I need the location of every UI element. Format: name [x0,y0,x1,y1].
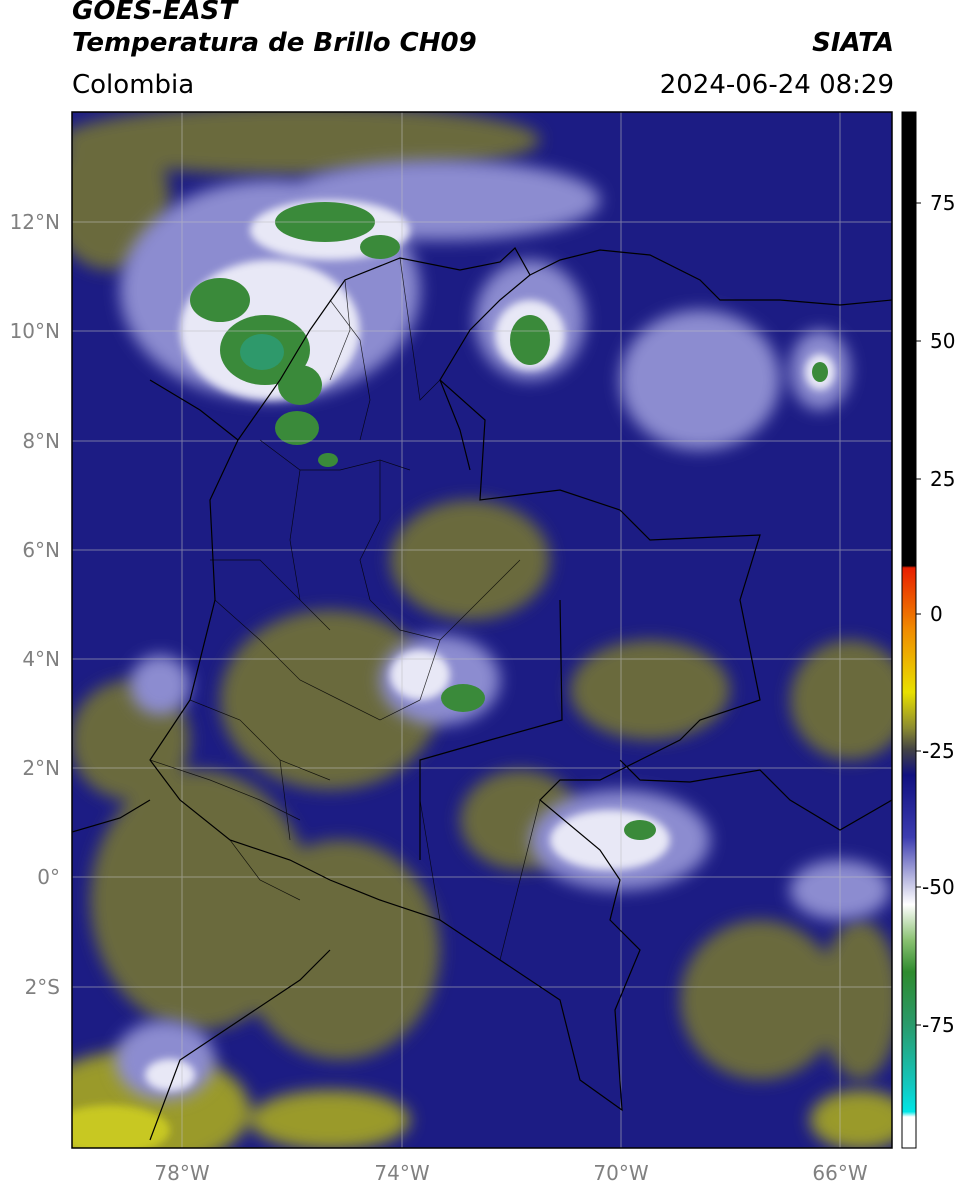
region-label: Colombia [72,70,195,100]
lat-label: 0° [37,865,60,889]
lat-label: 2°N [22,756,60,780]
lon-label: 70°W [593,1161,648,1185]
map-gridlines [72,112,892,1148]
map-frame [71,111,893,1149]
lat-label: 10°N [10,319,60,343]
colorbar [901,111,917,1149]
colorbar-tick-label: -75 [922,1013,955,1037]
lon-label: 66°W [812,1161,867,1185]
longitude-axis: 78°W 74°W 70°W 66°W [154,1161,867,1185]
datetime-label: 2024-06-24 08:29 [659,70,894,100]
colorbar-tick-label: -25 [922,739,955,763]
department-borders [149,257,541,961]
lat-label: 4°N [22,647,60,671]
lon-label: 78°W [154,1161,209,1185]
colorbar-tick-label: 50 [930,329,955,353]
lat-label: 8°N [22,429,60,453]
lat-label: 12°N [10,210,60,234]
agency-label: SIATA [812,28,894,58]
lon-label: 74°W [374,1161,429,1185]
satellite-title: GOES-EAST [72,0,238,26]
colorbar-tick-label: -50 [922,875,955,899]
colorbar-labels: 75 50 25 0 -25 -50 -75 [922,191,955,1037]
country-borders [72,247,892,1141]
colorbar-tick-label: 0 [930,602,943,626]
brightness-temperature-image [72,112,892,1148]
lat-label: 2°S [25,975,60,999]
lat-label: 6°N [22,538,60,562]
latitude-axis: 12°N 10°N 8°N 6°N 4°N 2°N 0° 2°S [10,210,60,999]
colorbar-tick-label: 25 [930,467,955,491]
colorbar-tick-label: 75 [930,191,955,215]
colorbar-ticks [916,202,921,1026]
product-title: Temperatura de Brillo CH09 [72,28,477,58]
